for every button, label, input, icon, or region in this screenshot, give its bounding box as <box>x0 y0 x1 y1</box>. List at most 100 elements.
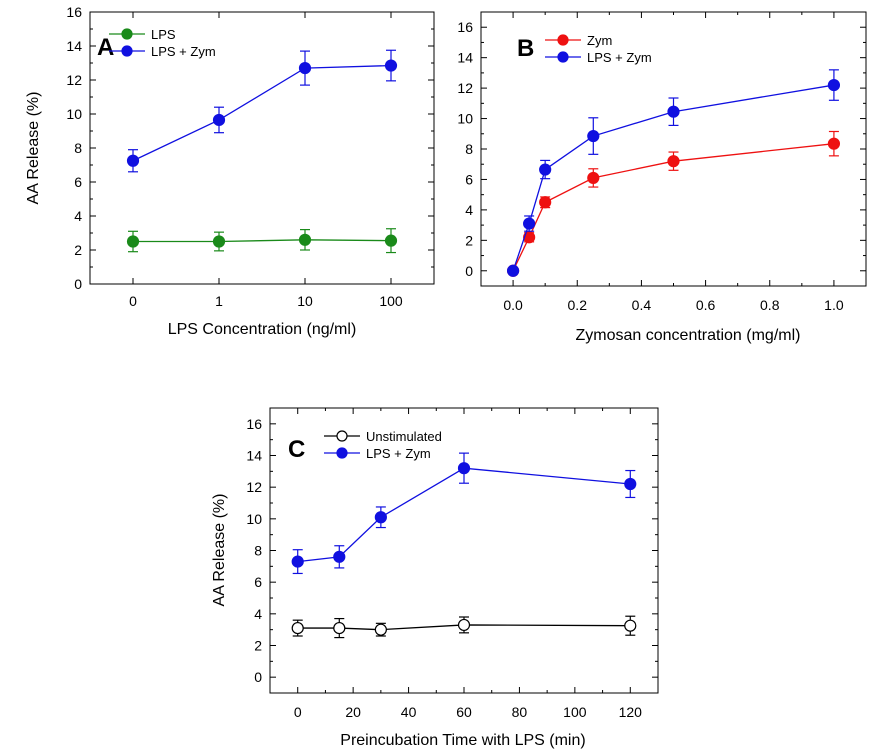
data-point <box>291 621 304 635</box>
series-line <box>512 143 834 272</box>
y-tick-label: 14 <box>66 38 82 54</box>
data-point <box>457 618 471 632</box>
y-tick-label: 12 <box>457 80 473 96</box>
x-tick-label: 0.2 <box>568 297 588 313</box>
data-point <box>333 621 346 635</box>
series-line <box>132 64 392 162</box>
data-point <box>539 163 552 176</box>
data-point <box>827 78 841 92</box>
x-tick-label: 0 <box>129 293 137 309</box>
panel-b: 0 2 4 6 8 10 12 14 16 0.0 0.2 0.4 0.6 0.8 1.0 Zymosan c… <box>457 11 867 344</box>
legend-label: LPS <box>151 27 176 42</box>
y-tick-label: 10 <box>457 111 473 127</box>
series-unstimulated <box>291 615 637 639</box>
data-point <box>539 196 552 209</box>
x-tick-label: 0.4 <box>632 297 652 313</box>
y-tick-label: 2 <box>254 638 262 654</box>
y-tick-label: 10 <box>66 106 82 122</box>
data-point <box>298 233 312 246</box>
plot-frame <box>269 407 659 694</box>
data-point <box>384 234 398 247</box>
y-tick-label: 16 <box>457 19 473 35</box>
data-point <box>291 555 304 568</box>
data-point <box>624 619 637 632</box>
data-point <box>506 264 520 277</box>
x-tick-label: 1 <box>215 293 223 309</box>
x-tick-label: 100 <box>563 704 587 720</box>
legend-label: Zym <box>587 33 612 48</box>
legend-label: LPS + Zym <box>151 44 216 59</box>
legend-label: Unstimulated <box>366 429 442 444</box>
series-lps <box>126 228 398 254</box>
y-tick-label: 12 <box>66 72 82 88</box>
x-tick-label: 0.6 <box>696 297 716 313</box>
data-point <box>298 61 312 75</box>
data-point <box>374 511 387 524</box>
plot-frame <box>89 11 435 285</box>
y-tick-label: 0 <box>254 669 262 685</box>
y-tick-label: 2 <box>465 232 473 248</box>
y-tick-label: 14 <box>457 50 473 66</box>
data-point <box>827 137 841 150</box>
data-point <box>212 113 226 127</box>
data-point <box>126 154 140 167</box>
y-tick-label: 8 <box>74 140 82 156</box>
legend-marker <box>336 430 348 442</box>
y-tick-label: 10 <box>246 511 262 527</box>
series-lps-zym <box>291 452 637 575</box>
x-tick-label: 120 <box>619 704 643 720</box>
panel-c: 0 2 4 6 8 10 12 14 16 0 20 40 60 80 100 120 Preincubatio… <box>211 407 659 749</box>
x-tick-label: 40 <box>401 704 417 720</box>
data-point <box>457 462 471 475</box>
y-tick-label: 2 <box>74 242 82 258</box>
legend-marker <box>557 34 569 46</box>
legend-label: LPS + Zym <box>366 446 431 461</box>
series-line <box>133 239 392 243</box>
data-point <box>667 105 680 118</box>
y-tick-label: 0 <box>465 263 473 279</box>
legend-marker <box>121 45 133 57</box>
y-tick-label: 4 <box>465 202 473 218</box>
panel-letter: C <box>288 436 305 463</box>
y-axis-title: AA Release (%) <box>25 92 42 205</box>
x-tick-label: 60 <box>456 704 472 720</box>
y-tick-label: 16 <box>246 416 262 432</box>
y-tick-label: 4 <box>254 606 262 622</box>
data-point <box>587 171 600 185</box>
y-tick-label: 16 <box>66 4 82 20</box>
x-tick-label: 20 <box>345 704 361 720</box>
x-tick-label: 0.8 <box>760 297 780 313</box>
y-tick-label: 4 <box>74 208 82 224</box>
x-tick-label: 100 <box>379 293 403 309</box>
data-point <box>587 129 600 143</box>
x-tick-label: 0 <box>294 704 302 720</box>
x-axis-title: Zymosan concentration (mg/ml) <box>576 327 801 344</box>
y-tick-label: 6 <box>74 174 82 190</box>
data-point <box>212 235 226 248</box>
y-tick-label: 6 <box>254 574 262 590</box>
x-tick-label: 0.0 <box>503 297 523 313</box>
y-axis-title: AA Release (%) <box>211 494 228 607</box>
series-lps-zym <box>506 69 841 277</box>
data-point <box>624 477 637 491</box>
series-lps-zym <box>126 49 398 173</box>
y-tick-label: 8 <box>254 543 262 559</box>
y-tick-label: 8 <box>465 141 473 157</box>
x-tick-label: 10 <box>297 293 313 309</box>
data-point <box>384 59 398 72</box>
panel-letter: B <box>517 35 534 62</box>
x-axis-title: LPS Concentration (ng/ml) <box>168 321 357 338</box>
x-tick-label: 80 <box>512 704 528 720</box>
legend-label: LPS + Zym <box>587 50 652 65</box>
legend-marker <box>336 447 348 459</box>
series-zym <box>506 130 841 277</box>
legend-marker <box>557 51 569 63</box>
panel-a: 0 2 4 6 8 10 12 14 16 0 1 10 100 LPS Concentration (n… <box>25 4 435 338</box>
x-axis-title: Preincubation Time with LPS (min) <box>340 732 585 749</box>
data-point <box>126 235 140 248</box>
legend-marker <box>121 28 133 40</box>
data-point <box>333 550 346 563</box>
panel-letter: A <box>97 34 114 61</box>
y-tick-label: 12 <box>246 479 262 495</box>
